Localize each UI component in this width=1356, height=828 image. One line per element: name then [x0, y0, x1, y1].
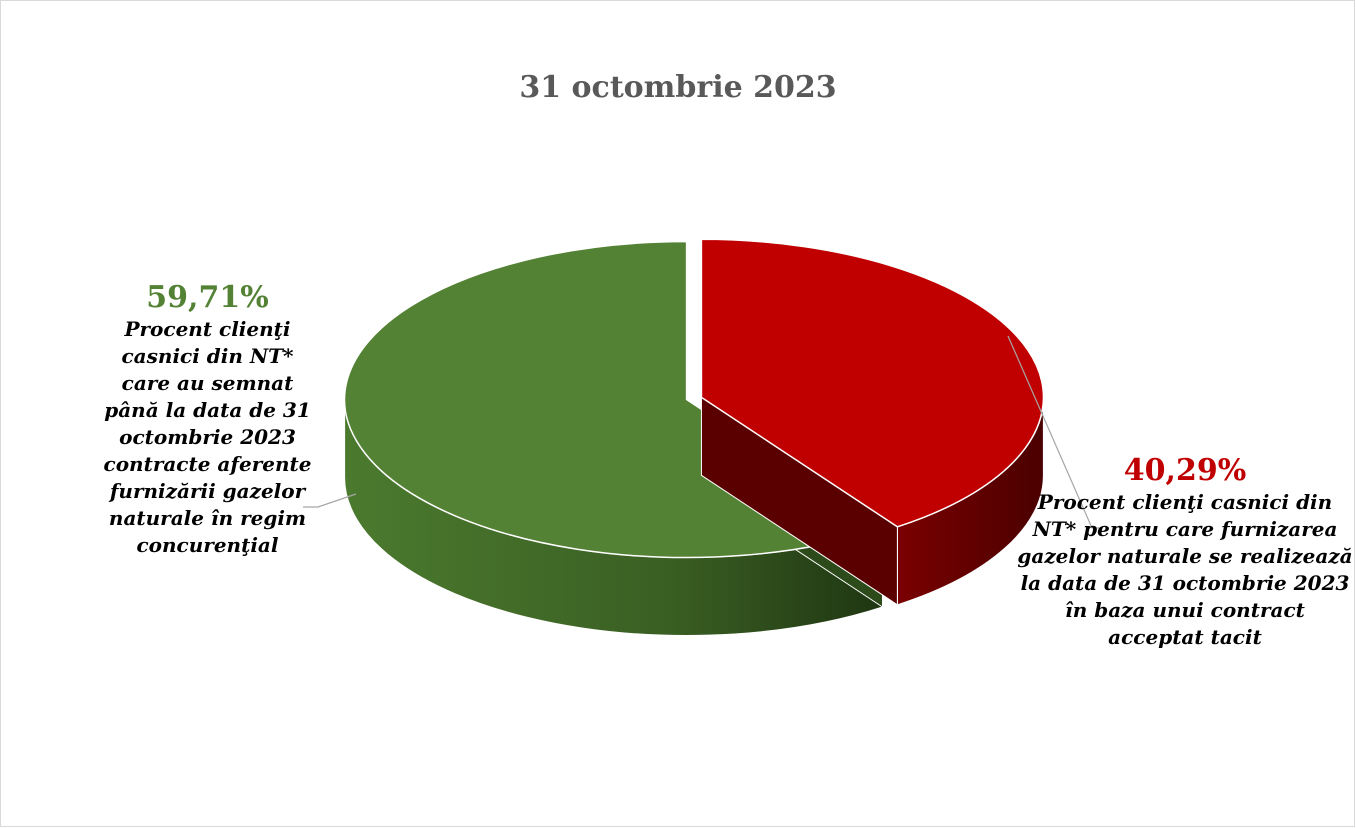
- slice-label-concurential: 59,71% Procent clienţi casnici din NT* c…: [95, 280, 320, 559]
- chart-title: 31 octombrie 2023: [519, 70, 837, 105]
- slice-description-concurential: Procent clienţi casnici din NT* care au …: [103, 317, 312, 557]
- slice-tacit: [700, 238, 1045, 528]
- slice-label-tacit: 40,29% Procent clienţi casnici din NT* p…: [1015, 453, 1355, 651]
- leader-line-concurential: [303, 493, 357, 508]
- slice-percent-concurential: 59,71%: [146, 280, 269, 315]
- slice-percent-tacit: 40,29%: [1123, 453, 1247, 488]
- slice-description-tacit: Procent clienţi casnici din NT* pentru c…: [1017, 490, 1353, 649]
- leader-line-tacit: [1007, 335, 1102, 529]
